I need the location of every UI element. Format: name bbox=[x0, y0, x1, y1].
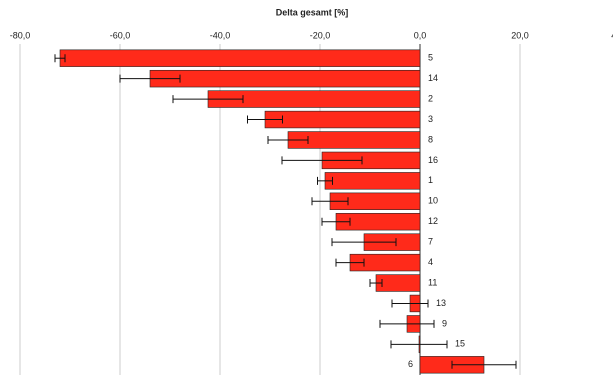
category-label: 13 bbox=[436, 298, 446, 308]
bar bbox=[264, 110, 421, 129]
category-label: 9 bbox=[442, 318, 447, 328]
category-label: 4 bbox=[428, 257, 433, 267]
bar bbox=[375, 274, 421, 292]
category-label: 5 bbox=[428, 53, 433, 63]
bar bbox=[324, 172, 421, 190]
category-label: 11 bbox=[428, 277, 437, 287]
x-tick-label: 40,0 bbox=[611, 30, 613, 40]
category-label: 6 bbox=[408, 359, 413, 369]
x-tick-label: -60,0 bbox=[110, 30, 131, 40]
category-label: 8 bbox=[428, 134, 433, 144]
category-label: 7 bbox=[428, 237, 433, 247]
category-label: 3 bbox=[428, 114, 433, 124]
bar bbox=[59, 49, 421, 67]
x-tick-label: -40,0 bbox=[210, 30, 231, 40]
category-label: 12 bbox=[428, 216, 438, 226]
x-tick-label: -20,0 bbox=[310, 30, 331, 40]
category-label: 1 bbox=[428, 175, 433, 185]
x-tick-label: -80,0 bbox=[10, 30, 31, 40]
category-label: 10 bbox=[428, 196, 438, 206]
bar bbox=[149, 69, 421, 88]
category-label: 2 bbox=[428, 93, 433, 103]
x-tick-label: 0,0 bbox=[414, 30, 427, 40]
x-tick-label: 20,0 bbox=[511, 30, 529, 40]
chart-title: Delta gesamt [%] bbox=[276, 7, 349, 17]
category-label: 15 bbox=[455, 339, 465, 349]
category-label: 16 bbox=[428, 155, 438, 165]
category-label: 14 bbox=[428, 73, 438, 83]
